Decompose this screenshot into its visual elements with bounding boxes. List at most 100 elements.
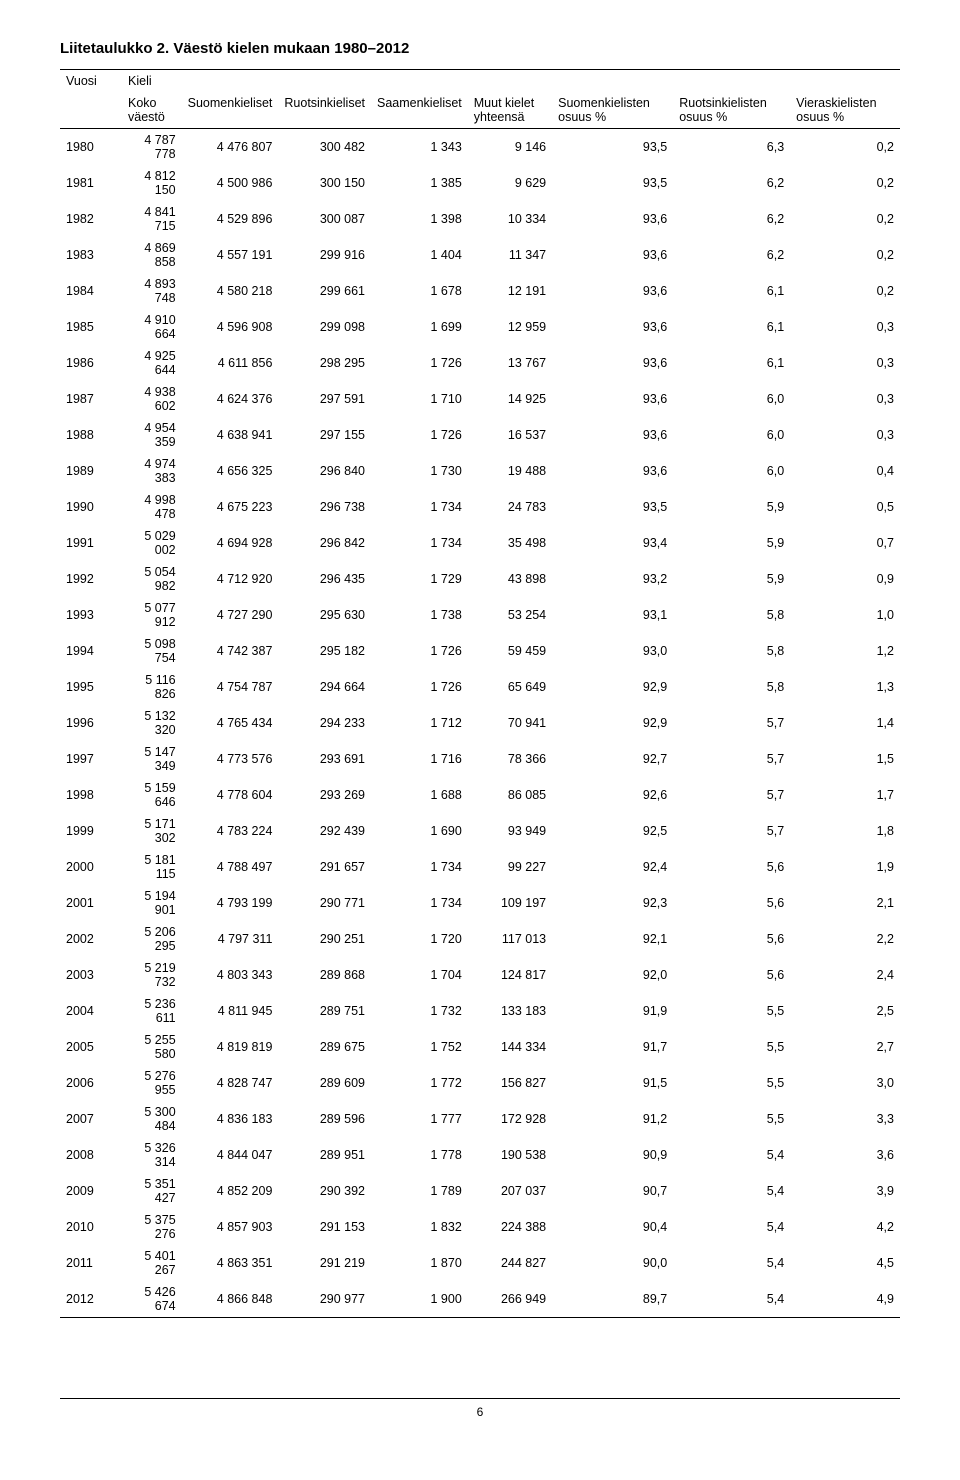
cell-value: 24 783	[468, 489, 552, 525]
table-row: 19854 910 6644 596 908299 0981 69912 959…	[60, 309, 900, 345]
cell-value: 290 251	[278, 921, 371, 957]
cell-value: 1 710	[371, 381, 468, 417]
header-blank	[60, 92, 122, 129]
table-row: 20075 300 4844 836 183289 5961 777172 92…	[60, 1101, 900, 1137]
cell-value: 92,3	[552, 885, 673, 921]
cell-value: 9 629	[468, 165, 552, 201]
cell-value: 4 852 209	[182, 1173, 279, 1209]
cell-value: 5,4	[673, 1245, 790, 1281]
cell-year: 2007	[60, 1101, 122, 1137]
table-row: 20085 326 3144 844 047289 9511 778190 53…	[60, 1137, 900, 1173]
col-koko-vaesto: Koko väestö	[122, 92, 182, 129]
cell-value: 2,7	[790, 1029, 900, 1065]
cell-value: 5 300 484	[122, 1101, 182, 1137]
cell-value: 93 949	[468, 813, 552, 849]
cell-value: 290 771	[278, 885, 371, 921]
table-row: 20045 236 6114 811 945289 7511 732133 18…	[60, 993, 900, 1029]
cell-value: 5 255 580	[122, 1029, 182, 1065]
table-title: Liitetaulukko 2. Väestö kielen mukaan 19…	[60, 40, 900, 57]
cell-value: 5 276 955	[122, 1065, 182, 1101]
table-row: 19945 098 7544 742 387295 1821 72659 459…	[60, 633, 900, 669]
cell-value: 291 153	[278, 1209, 371, 1245]
cell-value: 1 870	[371, 1245, 468, 1281]
cell-value: 92,9	[552, 669, 673, 705]
cell-value: 5 171 302	[122, 813, 182, 849]
cell-value: 1 772	[371, 1065, 468, 1101]
cell-value: 1,9	[790, 849, 900, 885]
cell-value: 1,5	[790, 741, 900, 777]
cell-value: 3,6	[790, 1137, 900, 1173]
cell-value: 5,6	[673, 957, 790, 993]
cell-year: 1997	[60, 741, 122, 777]
cell-year: 2011	[60, 1245, 122, 1281]
cell-value: 5,5	[673, 1029, 790, 1065]
cell-value: 1,7	[790, 777, 900, 813]
header-kieli: Kieli	[122, 70, 900, 93]
cell-value: 0,5	[790, 489, 900, 525]
cell-value: 4 788 497	[182, 849, 279, 885]
cell-value: 4 712 920	[182, 561, 279, 597]
cell-value: 93,6	[552, 345, 673, 381]
cell-value: 5 029 002	[122, 525, 182, 561]
cell-value: 93,6	[552, 273, 673, 309]
cell-year: 2001	[60, 885, 122, 921]
cell-value: 1 726	[371, 417, 468, 453]
cell-value: 4 500 986	[182, 165, 279, 201]
cell-value: 117 013	[468, 921, 552, 957]
cell-value: 5,4	[673, 1137, 790, 1173]
cell-year: 1994	[60, 633, 122, 669]
population-table: Vuosi Kieli Koko väestö Suomenkieliset R…	[60, 69, 900, 1318]
cell-value: 1 690	[371, 813, 468, 849]
cell-value: 5,6	[673, 849, 790, 885]
cell-value: 0,4	[790, 453, 900, 489]
cell-value: 300 482	[278, 129, 371, 166]
cell-value: 6,0	[673, 381, 790, 417]
table-row: 19884 954 3594 638 941297 1551 72616 537…	[60, 417, 900, 453]
cell-value: 70 941	[468, 705, 552, 741]
cell-value: 296 435	[278, 561, 371, 597]
table-row: 20025 206 2954 797 311290 2511 720117 01…	[60, 921, 900, 957]
cell-value: 289 609	[278, 1065, 371, 1101]
cell-value: 6,2	[673, 201, 790, 237]
cell-year: 2004	[60, 993, 122, 1029]
cell-value: 5 181 115	[122, 849, 182, 885]
cell-value: 5,9	[673, 525, 790, 561]
cell-value: 4 925 644	[122, 345, 182, 381]
cell-value: 0,2	[790, 165, 900, 201]
cell-value: 5,5	[673, 1065, 790, 1101]
cell-value: 0,7	[790, 525, 900, 561]
cell-value: 1 734	[371, 849, 468, 885]
cell-value: 5,7	[673, 813, 790, 849]
cell-value: 1 704	[371, 957, 468, 993]
cell-year: 2002	[60, 921, 122, 957]
cell-value: 4 765 434	[182, 705, 279, 741]
table-row: 19844 893 7484 580 218299 6611 67812 191…	[60, 273, 900, 309]
cell-value: 1 734	[371, 489, 468, 525]
cell-value: 93,5	[552, 129, 673, 166]
cell-value: 5,5	[673, 1101, 790, 1137]
cell-value: 1 777	[371, 1101, 468, 1137]
cell-value: 6,2	[673, 237, 790, 273]
cell-value: 93,6	[552, 381, 673, 417]
cell-value: 5 116 826	[122, 669, 182, 705]
cell-value: 4 893 748	[122, 273, 182, 309]
cell-value: 90,7	[552, 1173, 673, 1209]
cell-value: 1 720	[371, 921, 468, 957]
table-row: 19915 029 0024 694 928296 8421 73435 498…	[60, 525, 900, 561]
cell-value: 295 630	[278, 597, 371, 633]
cell-value: 1 726	[371, 669, 468, 705]
cell-value: 1,3	[790, 669, 900, 705]
cell-value: 1 688	[371, 777, 468, 813]
cell-value: 6,0	[673, 417, 790, 453]
cell-year: 1995	[60, 669, 122, 705]
cell-value: 5 077 912	[122, 597, 182, 633]
cell-value: 4 787 778	[122, 129, 182, 166]
cell-value: 1 778	[371, 1137, 468, 1173]
cell-value: 244 827	[468, 1245, 552, 1281]
cell-value: 289 868	[278, 957, 371, 993]
cell-value: 1 730	[371, 453, 468, 489]
cell-value: 93,6	[552, 417, 673, 453]
cell-value: 5,9	[673, 489, 790, 525]
cell-value: 3,0	[790, 1065, 900, 1101]
cell-value: 1 734	[371, 525, 468, 561]
